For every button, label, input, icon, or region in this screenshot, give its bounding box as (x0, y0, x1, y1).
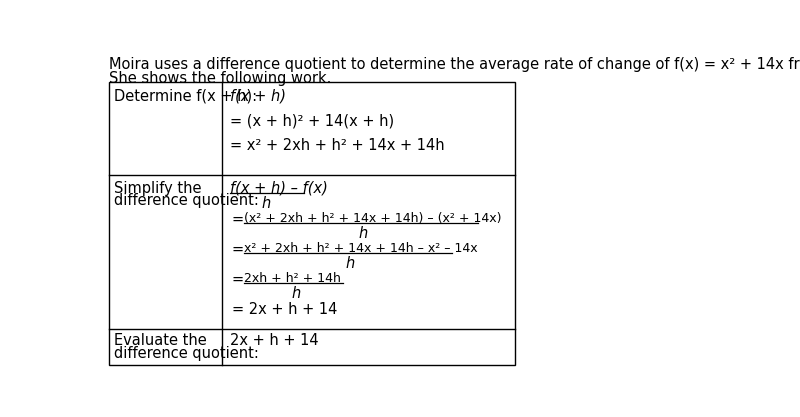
Text: = x² + 2xh + h² + 14x + 14h: = x² + 2xh + h² + 14x + 14h (230, 138, 445, 153)
Text: She shows the following work.: She shows the following work. (110, 71, 332, 86)
Text: (x² + 2xh + h² + 14x + 14h) – (x² + 14x): (x² + 2xh + h² + 14x + 14h) – (x² + 14x) (244, 212, 502, 225)
Text: = (x + h)² + 14(x + h): = (x + h)² + 14(x + h) (230, 113, 394, 128)
Text: =: = (232, 242, 244, 257)
Text: 2x + h + 14: 2x + h + 14 (230, 334, 319, 348)
Text: = 2x + h + 14: = 2x + h + 14 (232, 302, 337, 317)
Text: Simplify the: Simplify the (114, 181, 202, 196)
Text: x² + 2xh + h² + 14x + 14h – x² – 14x: x² + 2xh + h² + 14x + 14h – x² – 14x (244, 242, 478, 255)
Text: Determine f(x + h):: Determine f(x + h): (114, 88, 257, 103)
Text: f(x + h): f(x + h) (230, 88, 286, 103)
Text: difference quotient:: difference quotient: (114, 193, 259, 208)
Text: =: = (232, 212, 244, 227)
Text: h: h (291, 286, 300, 301)
Text: h: h (262, 196, 270, 211)
Bar (110, 83, 514, 365)
Text: h: h (346, 256, 355, 271)
Text: Moira uses a difference quotient to determine the average rate of change of f(x): Moira uses a difference quotient to dete… (110, 57, 800, 72)
Text: h: h (359, 226, 368, 241)
Text: Evaluate the: Evaluate the (114, 334, 206, 348)
Text: 2xh + h² + 14h: 2xh + h² + 14h (244, 272, 341, 285)
Text: difference quotient:: difference quotient: (114, 346, 259, 361)
Text: =: = (232, 272, 244, 287)
Text: f(x + h) – f(x): f(x + h) – f(x) (230, 181, 328, 196)
